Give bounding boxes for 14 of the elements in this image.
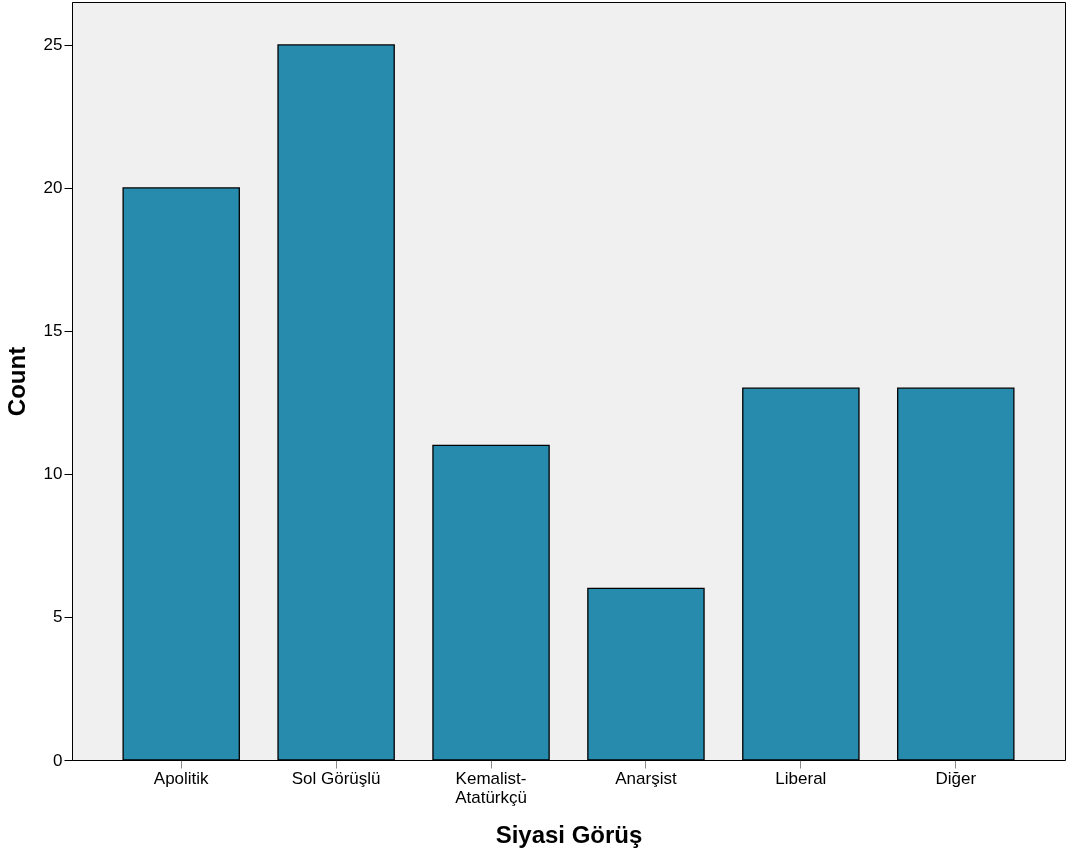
y-tick-label: 0 [53,750,63,770]
y-tick-label: 10 [43,464,63,484]
x-tick-label: Liberal [775,768,827,788]
y-tick-label: 5 [53,607,63,627]
x-tick-label: Diğer [935,768,977,788]
x-tick-label: Sol Görüşlü [291,768,381,788]
y-tick-label: 15 [43,321,63,341]
x-axis-title: Siyasi Görüş [495,820,643,848]
x-tick-label: Anarşist [615,768,677,788]
x-tick-label: Apolitik [153,768,210,788]
y-tick-label: 25 [43,35,63,55]
y-tick-label: 20 [43,178,63,198]
y-axis-title: Count [2,346,30,417]
x-tick-label: Kemalist-Atatürkçü [455,768,527,807]
